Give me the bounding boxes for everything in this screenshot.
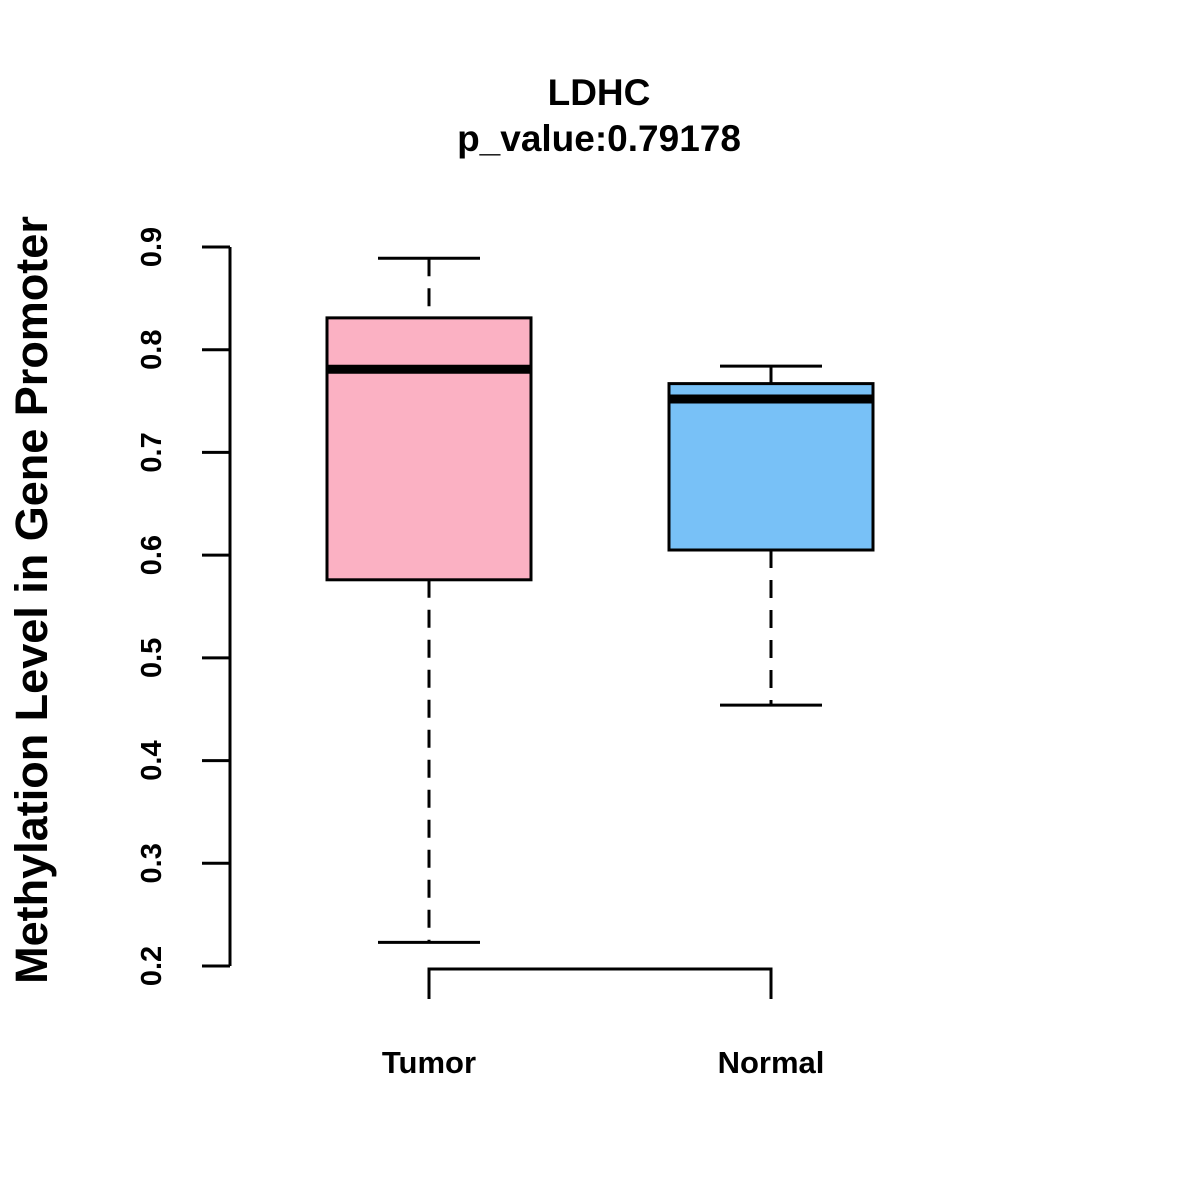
iqr-box (667, 382, 875, 552)
x-axis-labels: Tumor Normal (382, 1045, 824, 1080)
boxes-group (325, 256, 875, 944)
y-tick-label: 0.9 (136, 227, 168, 267)
y-tick-label: 0.5 (136, 638, 168, 678)
box-normal (667, 364, 875, 707)
box-tumor (325, 256, 533, 944)
y-tick-label: 0.6 (136, 535, 168, 575)
comparison-bracket-line (427, 967, 773, 999)
chart-subtitle: p_value:0.79178 (457, 118, 741, 159)
x-tick-label-tumor: Tumor (382, 1045, 476, 1080)
comparison-bracket (427, 967, 773, 999)
y-axis: 0.2 0.3 0.4 0.5 0.6 0.7 0.8 0.9 (136, 227, 232, 986)
iqr-box (325, 316, 533, 582)
y-tick-label: 0.4 (136, 740, 168, 780)
y-tick-label: 0.2 (136, 946, 168, 986)
chart-title: LDHC (548, 72, 651, 113)
y-tick-label: 0.8 (136, 330, 168, 370)
x-tick-label-normal: Normal (718, 1045, 825, 1080)
y-axis-label: Methylation Level in Gene Promoter (6, 216, 57, 984)
y-tick-label: 0.7 (136, 432, 168, 472)
y-tick-label: 0.3 (136, 843, 168, 883)
